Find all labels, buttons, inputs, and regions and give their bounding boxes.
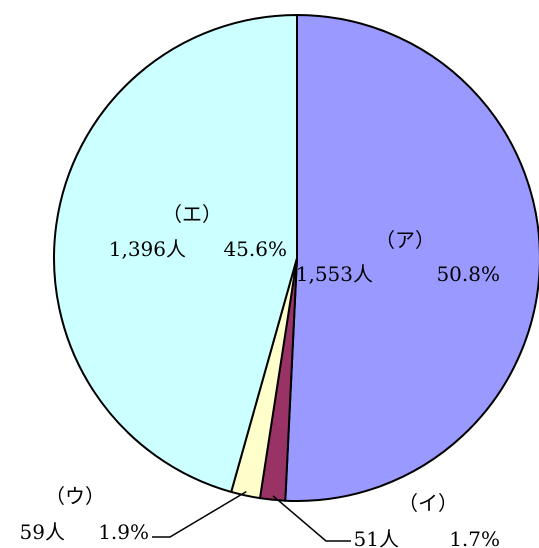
leader-lines [152, 490, 351, 542]
slice-label-i: （イ） [398, 491, 458, 515]
pie-slices [53, 14, 539, 502]
slice-e [53, 14, 298, 493]
slice-label-a: （ア） [375, 228, 435, 252]
leader-line-i [272, 495, 351, 542]
slice-percent-a: 50.8% [436, 262, 500, 286]
slice-percent-u: 1.9% [98, 520, 149, 544]
slice-count-e: 1,396人 [109, 237, 186, 261]
slice-label-u: （ウ） [45, 484, 105, 508]
slice-count-i: 51人 [354, 527, 399, 548]
slice-count-a: 1,553人 [296, 262, 373, 286]
slice-count-u: 59人 [20, 520, 65, 544]
slice-a [284, 14, 539, 502]
slice-label-e: （エ） [162, 202, 222, 226]
slice-percent-i: 1.7% [449, 527, 500, 548]
leader-line-u [152, 490, 247, 538]
slice-percent-e: 45.6% [223, 237, 287, 261]
